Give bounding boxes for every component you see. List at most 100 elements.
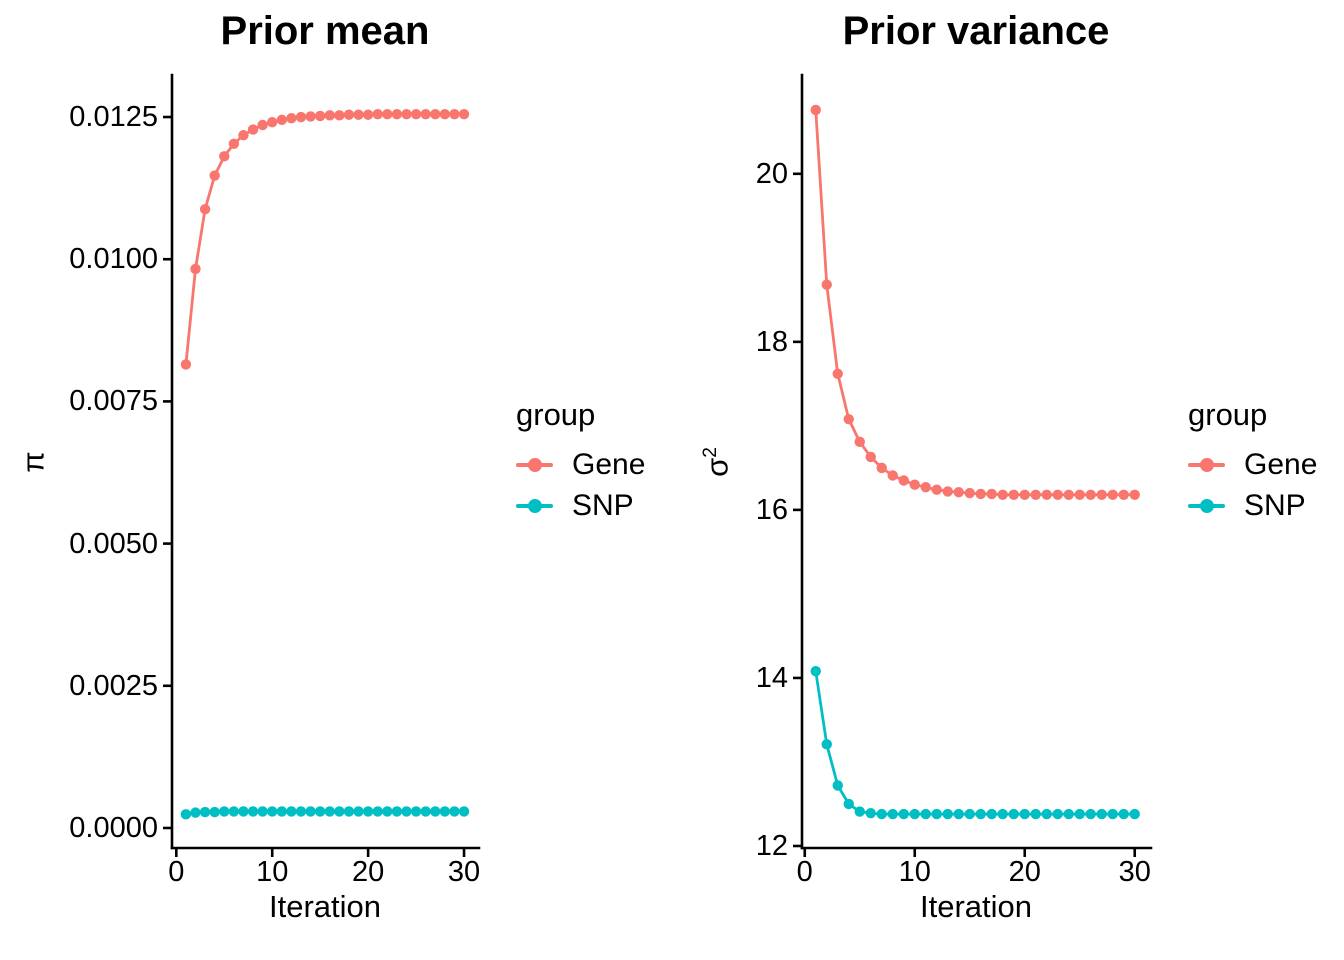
data-point-snp [391, 806, 403, 817]
data-point-gene [219, 151, 230, 162]
data-point-gene [295, 111, 307, 123]
data-point-snp [843, 798, 854, 810]
data-point-snp [314, 806, 326, 817]
data-point-gene [1041, 489, 1052, 500]
data-point-gene [887, 470, 898, 481]
data-point-gene [286, 112, 297, 124]
x-tick-label: 0 [796, 856, 813, 888]
legend-item-snp: SNP [1188, 485, 1317, 526]
data-point-gene [334, 110, 345, 121]
data-point-snp [199, 806, 211, 818]
data-point-snp [1063, 808, 1074, 820]
data-point-snp [190, 807, 201, 818]
data-point-gene [209, 170, 220, 181]
data-point-gene [458, 108, 470, 120]
data-point-gene [324, 110, 335, 121]
data-point-gene [876, 462, 887, 474]
data-point-snp [1019, 808, 1030, 820]
y-tick-label: 0.0075 [69, 385, 158, 418]
data-point-gene [314, 110, 326, 122]
data-point-gene [238, 130, 249, 141]
data-point-gene [1107, 489, 1118, 500]
data-point-snp [876, 808, 887, 820]
data-point-gene [1052, 489, 1063, 500]
data-point-snp [942, 808, 953, 820]
data-point-gene [843, 413, 854, 425]
data-point-gene [276, 114, 288, 126]
data-point-snp [362, 806, 374, 817]
x-tick-label: 10 [898, 856, 931, 888]
data-point-gene [997, 489, 1008, 500]
snp-line-dot-key-icon [1188, 498, 1225, 514]
x-axis-title-left: Iteration [268, 889, 381, 924]
data-point-gene [1074, 489, 1085, 500]
data-point-snp [180, 809, 192, 820]
y-tick-label: 16 [755, 493, 788, 526]
data-point-snp [257, 806, 268, 817]
data-point-gene [865, 451, 876, 463]
data-point-gene [382, 108, 393, 120]
legend-label-gene: Gene [1244, 447, 1318, 481]
data-point-gene [986, 488, 997, 500]
data-point-gene [832, 368, 843, 379]
data-point-snp [986, 808, 997, 820]
data-point-snp [401, 806, 412, 817]
data-point-snp [382, 806, 393, 817]
y-tick-label: 14 [755, 661, 788, 694]
data-point-snp [975, 808, 986, 820]
data-point-snp [334, 806, 345, 817]
legend-title: group [516, 397, 596, 432]
data-point-snp [1074, 808, 1085, 820]
data-point-snp [209, 806, 220, 818]
y-axis-title-text: σ [699, 457, 735, 477]
data-point-gene [909, 479, 920, 490]
data-point-gene [199, 203, 211, 215]
legend-title: group [1188, 397, 1268, 432]
data-point-gene [810, 104, 821, 116]
data-point-snp [343, 806, 355, 817]
data-point-snp [1118, 808, 1129, 820]
data-point-gene [964, 487, 975, 499]
data-point-snp [887, 808, 898, 820]
x-tick-label: 30 [447, 856, 481, 888]
data-point-gene [420, 108, 431, 120]
data-point-snp [238, 806, 249, 817]
data-point-snp [810, 666, 821, 677]
x-tick-label: 0 [168, 856, 185, 888]
data-point-gene [430, 108, 441, 120]
panel-title-prior-mean: Prior mean [220, 9, 430, 53]
data-point-gene [854, 436, 865, 448]
data-point-gene [1063, 489, 1074, 500]
data-point-gene [267, 116, 278, 128]
y-axis-title-text: π [15, 451, 51, 473]
data-point-gene [401, 108, 412, 120]
data-point-gene [953, 487, 964, 498]
data-point-snp [324, 806, 335, 817]
data-point-snp [295, 806, 307, 817]
data-point-gene [931, 484, 942, 495]
y-axis-title-sigma-squared: σ2 [691, 362, 735, 562]
data-point-snp [898, 808, 909, 820]
data-point-gene [257, 119, 268, 131]
data-point-gene [362, 109, 374, 120]
y-tick-label: 0.0000 [69, 811, 158, 844]
legend-left: group Gene SNP [516, 396, 645, 526]
data-point-snp [305, 806, 316, 817]
x-tick-label: 20 [1008, 856, 1041, 888]
data-point-gene [975, 488, 986, 500]
x-tick-label: 10 [256, 856, 289, 888]
data-point-gene [942, 486, 953, 497]
y-tick-label: 12 [755, 829, 788, 862]
legend-label-gene: Gene [572, 447, 646, 481]
data-point-snp [1096, 808, 1107, 820]
data-point-snp [372, 806, 383, 817]
data-point-snp [219, 806, 230, 817]
legend-item-snp: SNP [516, 485, 645, 526]
data-point-gene [353, 109, 364, 120]
data-point-gene [247, 124, 259, 135]
data-point-gene [190, 263, 201, 275]
data-point-snp [865, 808, 876, 819]
data-point-snp [931, 808, 942, 820]
